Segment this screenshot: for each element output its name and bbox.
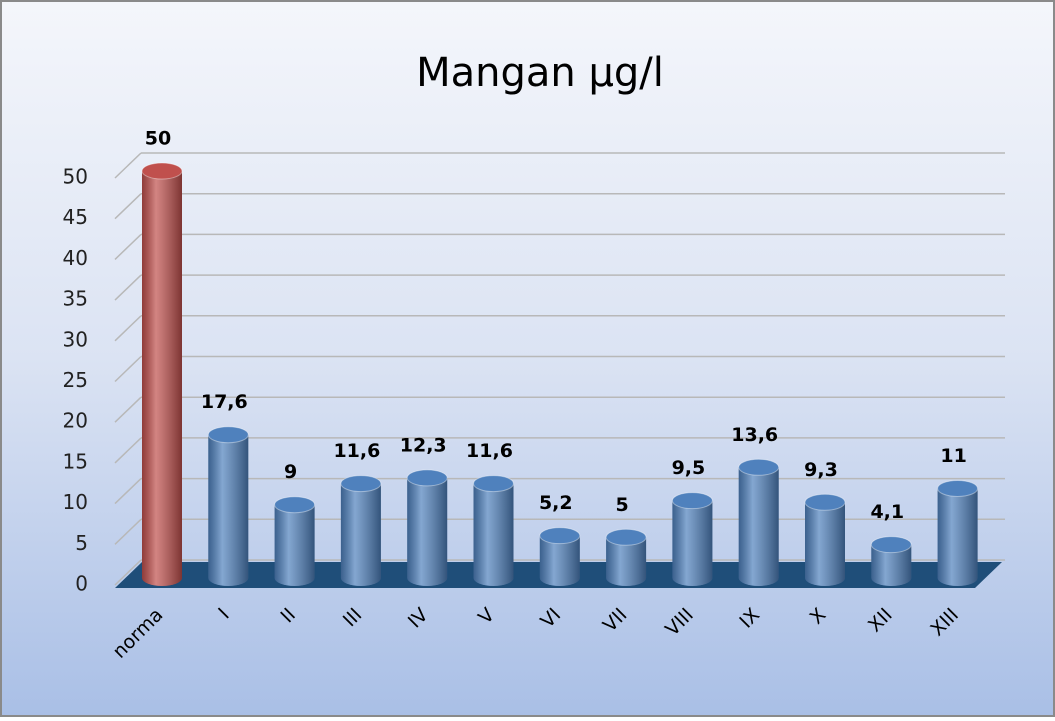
bar-shade <box>208 434 249 586</box>
y-tick-label: 45 <box>63 205 88 229</box>
bar-top <box>473 475 514 493</box>
value-label: 5,2 <box>539 492 573 514</box>
bar-shade <box>871 544 912 586</box>
bar-top <box>804 493 846 511</box>
y-tick-label: 0 <box>75 572 88 596</box>
bar-shade <box>473 483 514 586</box>
y-tick-label: 20 <box>63 409 88 433</box>
value-label: 4,1 <box>870 501 904 523</box>
grid-line-side <box>114 274 142 301</box>
value-label: 11,6 <box>466 440 513 462</box>
bar-shade <box>606 537 647 586</box>
chart-title: Mangan µg/l <box>416 50 664 96</box>
bar-shade <box>539 535 580 586</box>
y-tick-label: 10 <box>63 490 88 514</box>
bar-shade <box>937 488 978 586</box>
grid-line-side <box>114 559 142 586</box>
value-label: 17,6 <box>201 391 248 413</box>
grid-line-side <box>114 233 142 260</box>
bar-shade <box>672 500 713 586</box>
y-tick-label: 40 <box>63 246 88 270</box>
grid-line-side <box>114 315 142 342</box>
y-tick-label: 35 <box>63 287 88 311</box>
bar-shade <box>142 171 182 586</box>
value-label: 50 <box>145 128 171 150</box>
grid-line-side <box>114 193 142 220</box>
y-tick-label: 5 <box>75 531 88 555</box>
grid-line-side <box>114 152 142 179</box>
y-tick-label: 50 <box>63 165 88 189</box>
bar-top <box>870 536 912 554</box>
value-label: 11,6 <box>333 440 380 462</box>
value-label: 12,3 <box>400 434 447 456</box>
bar-shade <box>274 504 315 586</box>
value-label: 13,6 <box>731 424 778 446</box>
grid-line-side <box>114 518 142 545</box>
y-tick-label: 25 <box>63 368 88 392</box>
bar-top <box>738 458 780 476</box>
bar-top <box>141 162 183 180</box>
bar-shade <box>340 483 381 586</box>
grid-line-side <box>114 355 142 383</box>
bar-top <box>539 527 581 545</box>
value-label: 9 <box>284 461 297 483</box>
bar-top <box>406 469 448 487</box>
y-tick-label: 15 <box>63 449 88 473</box>
grid-line-side <box>114 396 142 423</box>
value-label: 11 <box>940 445 966 467</box>
bar-top <box>274 496 316 514</box>
bar-shade <box>738 467 779 586</box>
value-label: 9,3 <box>804 459 838 481</box>
bar-shade <box>407 477 448 586</box>
bar-top <box>340 475 382 493</box>
y-tick-label: 30 <box>63 327 88 351</box>
value-label: 5 <box>615 494 628 516</box>
value-label: 9,5 <box>672 457 706 479</box>
bar-shade <box>805 502 845 586</box>
grid-line-side <box>114 437 142 464</box>
bar-top <box>605 528 647 546</box>
bar-top <box>207 426 249 444</box>
bar-top <box>937 479 979 497</box>
bar-top <box>671 492 713 510</box>
grid-line-side <box>114 478 142 505</box>
